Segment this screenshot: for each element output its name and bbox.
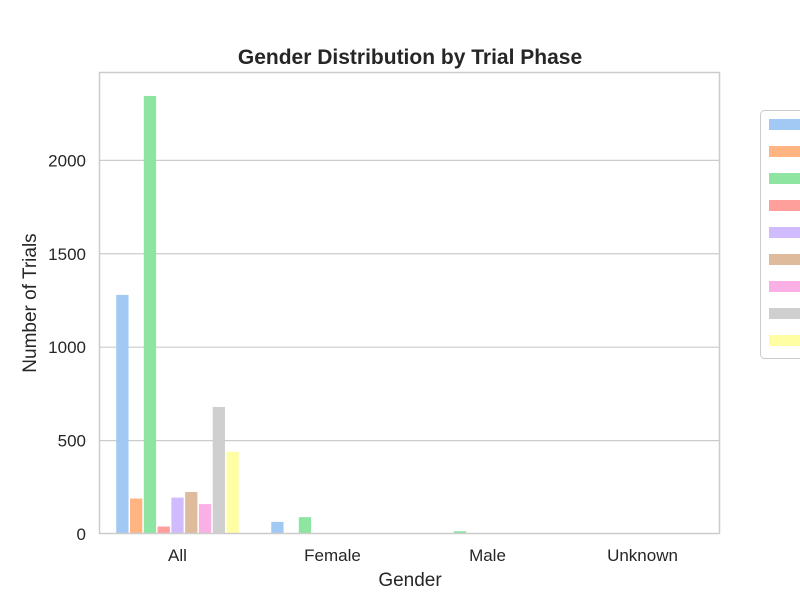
y-tick-label: 500: [58, 432, 86, 451]
y-tick-label: 0: [77, 525, 86, 544]
x-axis-ticks: All Female Male Unknown: [168, 546, 678, 565]
bar: [212, 406, 225, 534]
bar: [298, 517, 312, 534]
x-tick-label: Female: [304, 546, 361, 565]
legend-swatch: [769, 308, 800, 319]
y-axis-label: Number of Trials: [20, 233, 41, 372]
bar: [116, 294, 129, 534]
legend-swatch: [769, 335, 800, 346]
gridlines: [100, 159, 720, 442]
chart-title: Gender Distribution by Trial Phase: [238, 46, 582, 69]
legend-swatch: [769, 281, 800, 292]
bar: [130, 498, 143, 534]
bar: [198, 504, 212, 534]
x-tick-label: Male: [469, 546, 506, 565]
y-tick-label: 1000: [48, 338, 86, 357]
bar: [185, 491, 198, 534]
plot-frame: [98, 71, 721, 535]
bar: [226, 451, 239, 534]
bar: [157, 526, 170, 534]
legend-swatch: [769, 227, 800, 238]
y-tick-label: 1500: [48, 245, 86, 264]
y-tick-label: 2000: [48, 151, 86, 170]
legend-swatch: [769, 200, 800, 211]
legend: [760, 110, 800, 359]
x-tick-label: All: [168, 546, 187, 565]
legend-swatch: [769, 254, 800, 265]
x-tick-label: Unknown: [607, 546, 678, 565]
bar: [271, 521, 284, 534]
bar: [143, 95, 157, 534]
bar: [453, 531, 467, 534]
legend-swatch: [769, 146, 800, 157]
legend-swatch: [769, 173, 800, 184]
x-axis-label: Gender: [378, 570, 442, 591]
bars: [116, 95, 467, 534]
legend-swatch: [769, 119, 800, 130]
bar: [171, 497, 184, 534]
y-axis-ticks: 0 500 1000 1500 2000: [48, 151, 86, 544]
